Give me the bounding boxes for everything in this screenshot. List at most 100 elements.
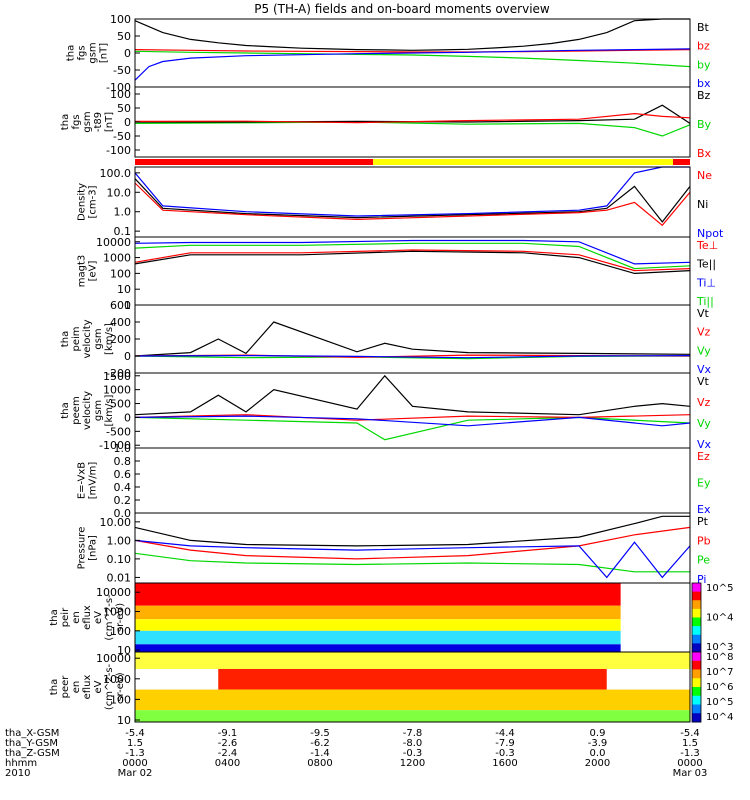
y-label-line: eV	[93, 611, 104, 624]
y-tick-label: 1000	[103, 606, 131, 619]
figure-title: P5 (TH-A) fields and on-board moments ov…	[254, 2, 550, 16]
y-label-line: peem	[71, 396, 82, 424]
y-tick-label: -100	[106, 81, 131, 94]
x-row-label: tha_Y-GSM	[5, 738, 58, 749]
y-label-line: peir	[60, 607, 71, 627]
y-tick-label: 0.4	[114, 481, 132, 494]
y-tick-label: 500	[110, 398, 131, 411]
x-row-value: -1.3	[680, 748, 700, 759]
series-line	[134, 121, 691, 137]
y-tick-label: 1.0	[114, 206, 132, 219]
y-tick-label: 1000	[103, 384, 131, 397]
series-line	[134, 515, 690, 547]
heatmap-band	[218, 668, 607, 690]
colorbar-label: 10^3	[706, 642, 733, 653]
panel-frame	[134, 166, 691, 238]
x-row-value: Mar 02	[118, 768, 153, 779]
y-tick-label: 10000	[96, 652, 131, 665]
heatmap-band	[135, 689, 690, 711]
y-tick-label: -500	[106, 425, 131, 438]
y-tick-label: 1500	[103, 370, 131, 383]
y-label-line: en	[71, 681, 82, 694]
series-line	[134, 182, 691, 227]
colorbar-label: 10^4	[706, 613, 733, 624]
panel-fgs: 100 50 0 -50 -100 thafgsgsm[nT] Bt bz by bx	[66, 13, 711, 94]
y-label-line: tha	[60, 114, 71, 130]
colorbar-swatch	[692, 634, 701, 644]
colorbar-label: 10^5	[706, 583, 733, 594]
legend-entry: Pb	[697, 534, 711, 547]
series-line	[134, 249, 691, 272]
series-line	[134, 48, 691, 81]
y-axis-label: magt3[eV]	[77, 255, 99, 288]
y-axis-label: thafgsgsm-t89[nT]	[60, 111, 115, 132]
colorbar-label: 10^4	[706, 712, 733, 723]
heatmap-band	[135, 644, 621, 652]
x-row-value: -5.4	[680, 728, 700, 739]
x-row-value: -7.8	[403, 728, 423, 739]
y-tick-label: 200	[110, 333, 131, 346]
y-label-line: [mV/m]	[88, 462, 99, 500]
y-label-line: E=-VxB	[77, 462, 88, 499]
y-tick-label: -200	[106, 367, 131, 380]
legend-entry: Ez	[697, 450, 710, 463]
x-row-value: 2000	[585, 758, 610, 769]
colorbar-swatch	[692, 695, 701, 705]
colorbar-swatch	[692, 608, 701, 618]
heatmap-band	[135, 710, 690, 722]
x-row-value: -2.6	[218, 738, 238, 749]
y-tick-label: 0.10	[107, 553, 132, 566]
y-tick-label: 10.0	[107, 186, 132, 199]
y-label-line: fgs	[71, 114, 82, 129]
y-label-line: tha	[49, 609, 60, 625]
y-label-line: (cm^2-s-	[104, 594, 115, 641]
panel-frame	[134, 512, 691, 584]
y-label-line: [km/s]	[104, 394, 115, 426]
y-tick-label: 1.0	[114, 442, 132, 455]
colorbar-swatch	[692, 626, 701, 636]
y-label-line: [nT]	[99, 43, 110, 63]
y-tick-label: -100	[106, 144, 131, 157]
y-label-line: magt3	[77, 255, 88, 288]
legend-entry: Ni	[697, 198, 708, 211]
y-label-line: tha	[49, 679, 60, 695]
y-tick-label: 1000	[103, 252, 131, 265]
series-line	[134, 18, 690, 51]
y-tick-label: 100	[110, 88, 131, 101]
legend-entry: Vt	[697, 307, 710, 320]
legend-entry: Pt	[697, 515, 709, 528]
y-tick-label: 100	[110, 625, 131, 638]
panel-peir: 10^5 10^4 10^3 10000 1000 100 10 thapeireneflux…	[49, 582, 733, 657]
mode-segment	[373, 159, 673, 165]
y-tick-label: 0.6	[114, 468, 132, 481]
panels-group: 100500-50-100thafgsgsm[nT]Btbzbybx100500…	[49, 13, 733, 727]
x-row-label: tha_Z-GSM	[5, 748, 60, 759]
series-line	[134, 526, 691, 560]
y-label-line: (cm^2-s-	[104, 663, 115, 710]
x-row-value: -6.2	[310, 738, 330, 749]
y-tick-label: 10000	[96, 586, 131, 599]
legend-entry: Vy	[697, 344, 711, 357]
y-label-line: sr-eV)	[115, 603, 126, 632]
y-tick-label: 100	[110, 267, 131, 280]
colorbar-swatch	[692, 583, 701, 593]
y-label-line: velocity	[82, 391, 93, 430]
x-row-value: 1.5	[682, 738, 698, 749]
series-line	[134, 414, 691, 421]
panel-temperature: 10000 1000 100 10 1 magt3[eV] Te⊥ Te|| Ti⊥ Ti||	[77, 236, 719, 312]
x-row-value: -1.4	[310, 748, 330, 759]
y-tick-label: 100.0	[100, 167, 132, 180]
colorbar-swatch	[692, 643, 701, 653]
y-tick-label: 1	[124, 299, 131, 312]
x-row-value: -4.4	[495, 728, 515, 739]
y-label-line: gsm	[93, 328, 104, 349]
x-row-value: 1200	[400, 758, 425, 769]
y-label-line: tha	[66, 45, 77, 61]
y-tick-label: 10	[117, 714, 131, 727]
y-label-line: velocity	[82, 319, 93, 358]
mode-bar	[135, 159, 690, 165]
series-line	[134, 539, 691, 579]
y-axis-label: thafgsgsm[nT]	[66, 42, 110, 63]
legend-entry: Vz	[697, 396, 711, 409]
